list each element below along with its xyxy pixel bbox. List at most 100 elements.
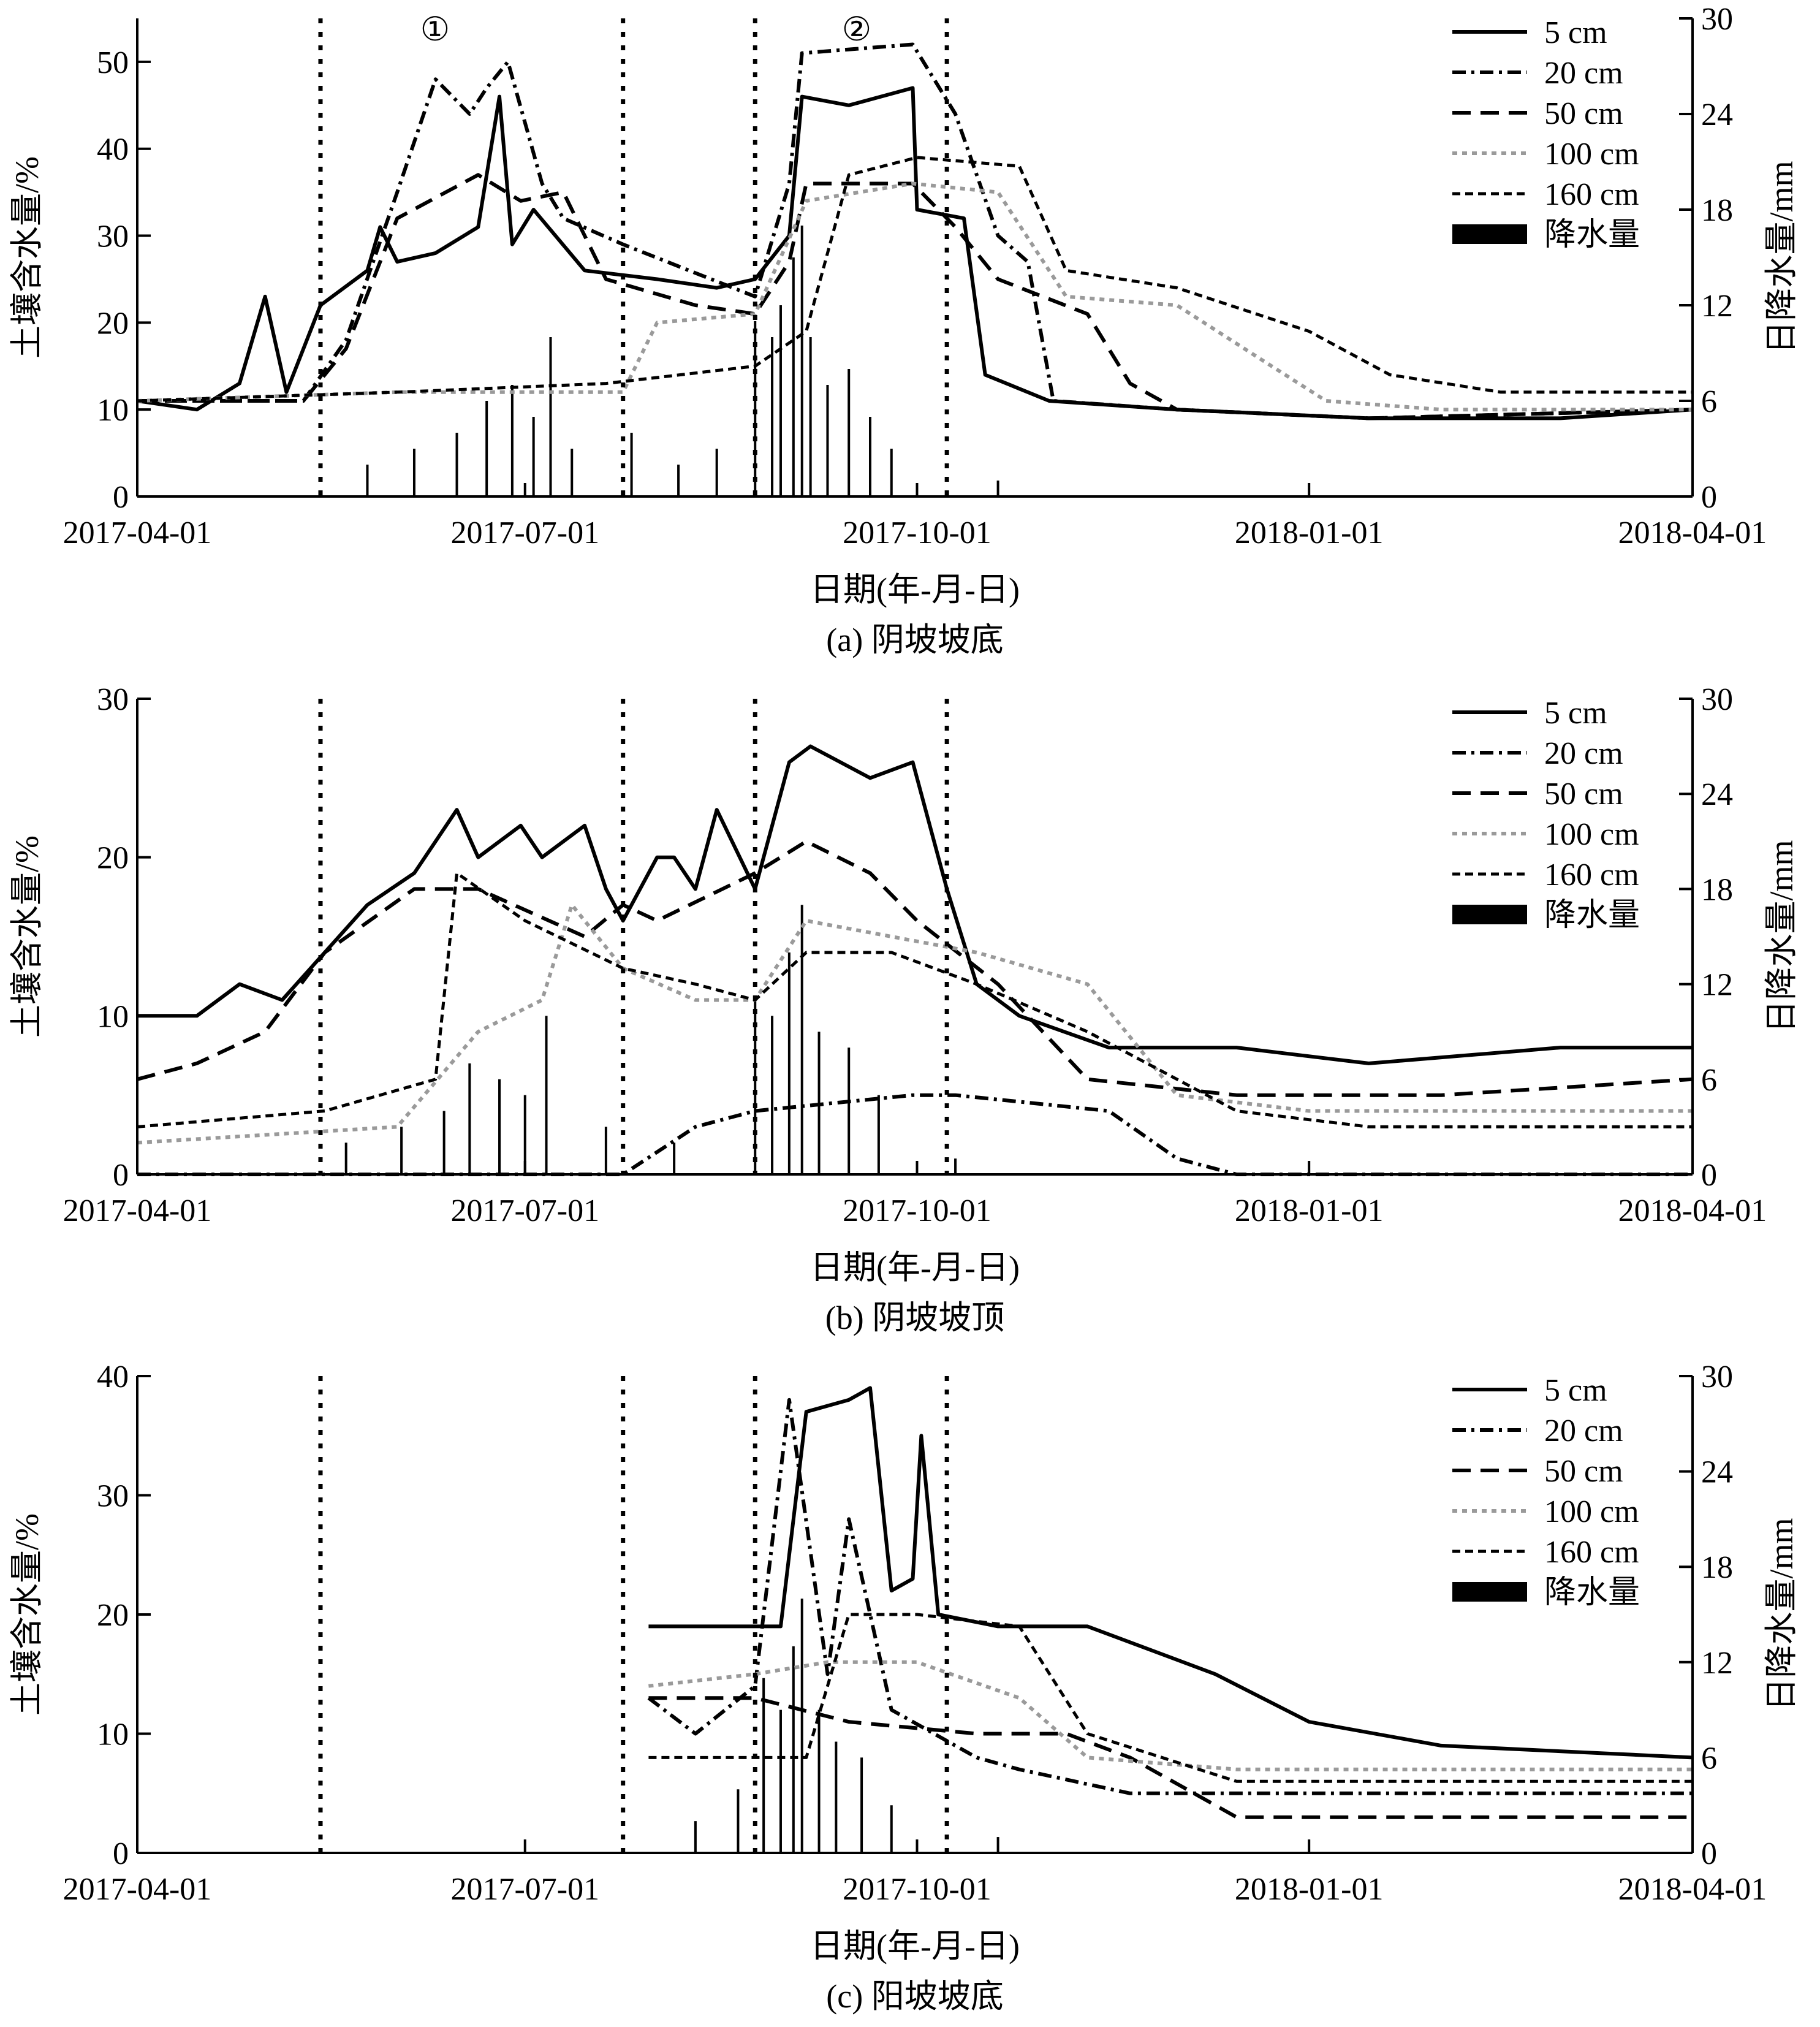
legend-label: 100 cm bbox=[1544, 137, 1639, 172]
x-tick-label: 2017-10-01 bbox=[843, 1193, 992, 1228]
chart-panel-3: 0 10 20 30 40 0 6 12 18 24 30 2017-04-01 2017-07-01 2… bbox=[9, 1360, 1800, 2015]
series-line-160cm bbox=[648, 1613, 1693, 1783]
y-left-axis-title: 土壤含水量/% bbox=[9, 156, 45, 359]
legend-label: 5 cm bbox=[1544, 1373, 1607, 1408]
legend-label: 20 cm bbox=[1544, 56, 1623, 91]
chart-panel-1: 0 10 20 30 40 50 0 6 12 18 24 30 2017-04-01 2017-07-0… bbox=[9, 2, 1800, 658]
y-right-axis-title: 日降水量/mm bbox=[1763, 161, 1800, 354]
y-right-tick-label: 30 bbox=[1701, 1360, 1733, 1394]
y-right-tick-label: 18 bbox=[1701, 872, 1733, 907]
y-left-tick-label: 50 bbox=[97, 45, 129, 80]
legend-label: 50 cm bbox=[1544, 1454, 1623, 1489]
period-marker: ① bbox=[420, 11, 450, 48]
x-tick-label: 2017-04-01 bbox=[63, 1872, 212, 1907]
y-left-tick-label: 10 bbox=[97, 1717, 129, 1752]
series-line-20cm bbox=[137, 42, 1693, 420]
x-axis-title: 日期(年-月-日) bbox=[810, 571, 1020, 608]
y-right-tick-label: 0 bbox=[1701, 480, 1717, 515]
y-left-tick-label: 40 bbox=[97, 1360, 129, 1394]
y-left-tick-label: 0 bbox=[113, 1158, 129, 1193]
legend-label: 降水量 bbox=[1544, 218, 1640, 253]
chart-panel-2: 0 10 20 30 0 6 12 18 24 30 2017-04-01 2017-07-01 201… bbox=[9, 682, 1800, 1336]
legend-label: 160 cm bbox=[1544, 858, 1639, 892]
x-tick-label: 2017-07-01 bbox=[450, 1872, 599, 1907]
series-line-50cm bbox=[137, 173, 1693, 420]
legend-label: 100 cm bbox=[1544, 1494, 1639, 1529]
y-right-axis-title: 日降水量/mm bbox=[1763, 840, 1800, 1033]
x-tick-label: 2018-04-01 bbox=[1618, 515, 1767, 550]
legend-label: 20 cm bbox=[1544, 736, 1623, 771]
y-left-tick-label: 30 bbox=[97, 1479, 129, 1514]
panel-caption: (c) 阳坡坡底 bbox=[826, 1978, 1003, 2015]
series-line-5cm bbox=[137, 744, 1693, 1065]
y-left-tick-label: 40 bbox=[97, 132, 129, 167]
y-left-tick-label: 10 bbox=[97, 393, 129, 428]
y-left-axis-title: 土壤含水量/% bbox=[9, 1513, 45, 1716]
series-line-100cm bbox=[648, 1660, 1693, 1771]
y-right-tick-label: 0 bbox=[1701, 1836, 1717, 1871]
series-line-50cm bbox=[648, 1696, 1693, 1819]
y-left-tick-label: 10 bbox=[97, 999, 129, 1034]
y-right-tick-label: 24 bbox=[1701, 97, 1733, 132]
y-left-tick-label: 30 bbox=[97, 682, 129, 717]
y-right-tick-label: 0 bbox=[1701, 1158, 1717, 1193]
y-left-axis-title: 土壤含水量/% bbox=[9, 835, 45, 1038]
legend-label: 20 cm bbox=[1544, 1413, 1623, 1448]
y-left-tick-label: 30 bbox=[97, 219, 129, 254]
legend-label: 降水量 bbox=[1544, 898, 1640, 933]
legend-label: 100 cm bbox=[1544, 817, 1639, 852]
panel-caption: (b) 阴坡坡顶 bbox=[825, 1299, 1004, 1336]
y-right-tick-label: 18 bbox=[1701, 1550, 1733, 1585]
legend-swatch-precip bbox=[1452, 1582, 1527, 1602]
legend-label: 5 cm bbox=[1544, 696, 1607, 731]
y-right-tick-label: 12 bbox=[1701, 968, 1733, 1003]
legend-label: 降水量 bbox=[1544, 1575, 1640, 1610]
legend-label: 5 cm bbox=[1544, 15, 1607, 50]
legend-label: 160 cm bbox=[1544, 177, 1639, 212]
y-left-tick-label: 20 bbox=[97, 306, 129, 341]
x-tick-label: 2017-07-01 bbox=[450, 1193, 599, 1228]
legend-swatch-precip bbox=[1452, 905, 1527, 924]
series-line-20cm bbox=[137, 1093, 1693, 1176]
x-tick-label: 2018-01-01 bbox=[1235, 1872, 1384, 1907]
series-line-20cm bbox=[647, 1398, 1693, 1795]
x-tick-label: 2017-04-01 bbox=[63, 515, 212, 550]
x-axis-title: 日期(年-月-日) bbox=[810, 1928, 1020, 1964]
legend-label: 160 cm bbox=[1544, 1535, 1639, 1570]
y-right-tick-label: 18 bbox=[1701, 193, 1733, 228]
panel-caption: (a) 阴坡坡底 bbox=[826, 622, 1003, 658]
period-marker: ② bbox=[842, 11, 871, 48]
y-right-tick-label: 24 bbox=[1701, 1455, 1733, 1490]
y-right-tick-label: 30 bbox=[1701, 2, 1733, 37]
series-line-100cm bbox=[137, 903, 1693, 1145]
y-left-tick-label: 20 bbox=[97, 841, 129, 876]
y-right-axis-title: 日降水量/mm bbox=[1763, 1518, 1800, 1711]
x-tick-label: 2017-10-01 bbox=[843, 1872, 992, 1907]
y-right-tick-label: 24 bbox=[1701, 777, 1733, 812]
y-right-tick-label: 12 bbox=[1701, 1646, 1733, 1681]
y-right-tick-label: 6 bbox=[1701, 384, 1717, 419]
y-left-tick-label: 0 bbox=[113, 480, 129, 515]
y-right-tick-label: 12 bbox=[1701, 289, 1733, 324]
x-tick-label: 2017-10-01 bbox=[843, 515, 992, 550]
series-line-5cm bbox=[648, 1386, 1693, 1760]
y-right-tick-label: 6 bbox=[1701, 1741, 1717, 1776]
series-line-100cm bbox=[137, 181, 1693, 412]
y-right-tick-label: 6 bbox=[1701, 1063, 1717, 1098]
x-tick-label: 2018-01-01 bbox=[1235, 515, 1384, 550]
legend-swatch-precip bbox=[1452, 224, 1527, 244]
x-tick-label: 2017-04-01 bbox=[63, 1193, 212, 1228]
x-tick-label: 2018-04-01 bbox=[1618, 1872, 1767, 1907]
series-line-160cm bbox=[137, 156, 1693, 403]
y-left-tick-label: 20 bbox=[97, 1598, 129, 1633]
y-right-tick-label: 30 bbox=[1701, 682, 1733, 717]
legend-label: 50 cm bbox=[1544, 96, 1623, 131]
x-tick-label: 2018-04-01 bbox=[1618, 1193, 1767, 1228]
x-axis-title: 日期(年-月-日) bbox=[810, 1249, 1020, 1286]
x-tick-label: 2017-07-01 bbox=[450, 515, 599, 550]
series-line-5cm bbox=[137, 86, 1693, 420]
legend-label: 50 cm bbox=[1544, 777, 1623, 812]
x-tick-label: 2018-01-01 bbox=[1235, 1193, 1384, 1228]
y-left-tick-label: 0 bbox=[113, 1836, 129, 1871]
